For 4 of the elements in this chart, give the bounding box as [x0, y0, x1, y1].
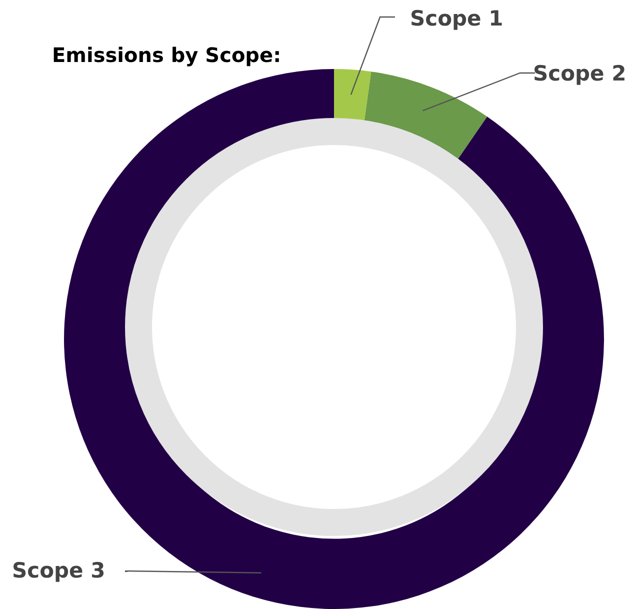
slice-label: Scope 3: [12, 558, 106, 582]
slice-label: Scope 2: [533, 61, 626, 86]
text: Emissions by Scope:: [52, 43, 282, 68]
slice-label: Scope 1: [410, 6, 504, 30]
